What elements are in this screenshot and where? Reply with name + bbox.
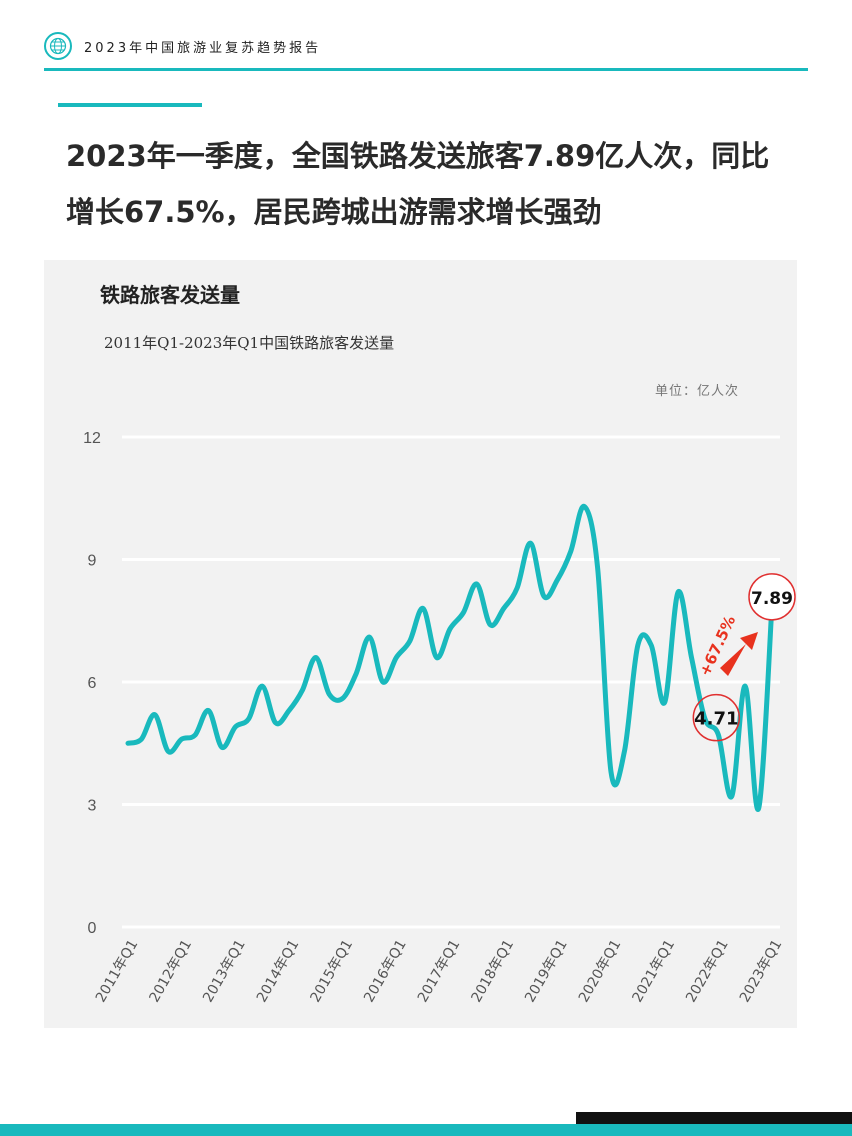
x-tick-label: 2017年Q1	[415, 937, 464, 1005]
y-tick-label: 9	[88, 553, 97, 570]
unit-label: 单位：亿人次	[655, 384, 740, 399]
x-tick-label: 2013年Q1	[200, 937, 249, 1005]
end-highlight-circle	[748, 573, 796, 621]
x-tick-label: 2022年Q1	[683, 937, 732, 1005]
headline: 2023年一季度，全国铁路发送旅客7.89亿人次，同比 增长67.5%，居民跨城…	[66, 128, 836, 240]
x-tick-label: 2020年Q1	[576, 937, 625, 1005]
footer-black-bar	[576, 1112, 852, 1124]
series-line	[125, 503, 775, 812]
x-tick-label: 2023年Q1	[737, 937, 786, 1005]
x-tick-label: 2018年Q1	[468, 937, 517, 1005]
x-tick-label: 2021年Q1	[629, 937, 678, 1005]
x-tick-label: 2016年Q1	[361, 937, 410, 1005]
header-divider	[44, 68, 808, 71]
x-tick-label: 2015年Q1	[307, 937, 356, 1005]
x-tick-label: 2014年Q1	[254, 937, 303, 1005]
y-tick-label: 6	[88, 675, 97, 692]
end-value-label: 7.89	[751, 589, 793, 609]
y-tick-label: 3	[88, 798, 97, 815]
x-tick-label: 2011年Q1	[93, 937, 142, 1005]
growth-label: +67.5%	[696, 613, 740, 679]
headline-line-1: 2023年一季度，全国铁路发送旅客7.89亿人次，同比	[66, 139, 770, 173]
headline-line-2: 增长67.5%，居民跨城出游需求增长强劲	[66, 195, 602, 229]
start-highlight-circle	[692, 693, 741, 742]
x-tick-label: 2019年Q1	[522, 937, 571, 1005]
accent-bar	[58, 103, 202, 107]
start-value-label: 4.71	[694, 709, 738, 730]
y-tick-label: 0	[88, 920, 97, 937]
chart-subtitle: 2011年Q1-2023年Q1中国铁路旅客发送量	[104, 334, 395, 352]
x-tick-label: 2012年Q1	[146, 937, 195, 1005]
report-title: 2023年中国旅游业复苏趋势报告	[84, 41, 322, 56]
report-header: 2023年中国旅游业复苏趋势报告	[44, 32, 808, 71]
y-tick-label: 12	[83, 430, 101, 447]
growth-arrow-icon	[720, 632, 758, 676]
chart-title: 铁路旅客发送量	[100, 283, 240, 307]
globe-logo-icon	[44, 32, 72, 60]
footer-teal-bar	[0, 1124, 852, 1136]
